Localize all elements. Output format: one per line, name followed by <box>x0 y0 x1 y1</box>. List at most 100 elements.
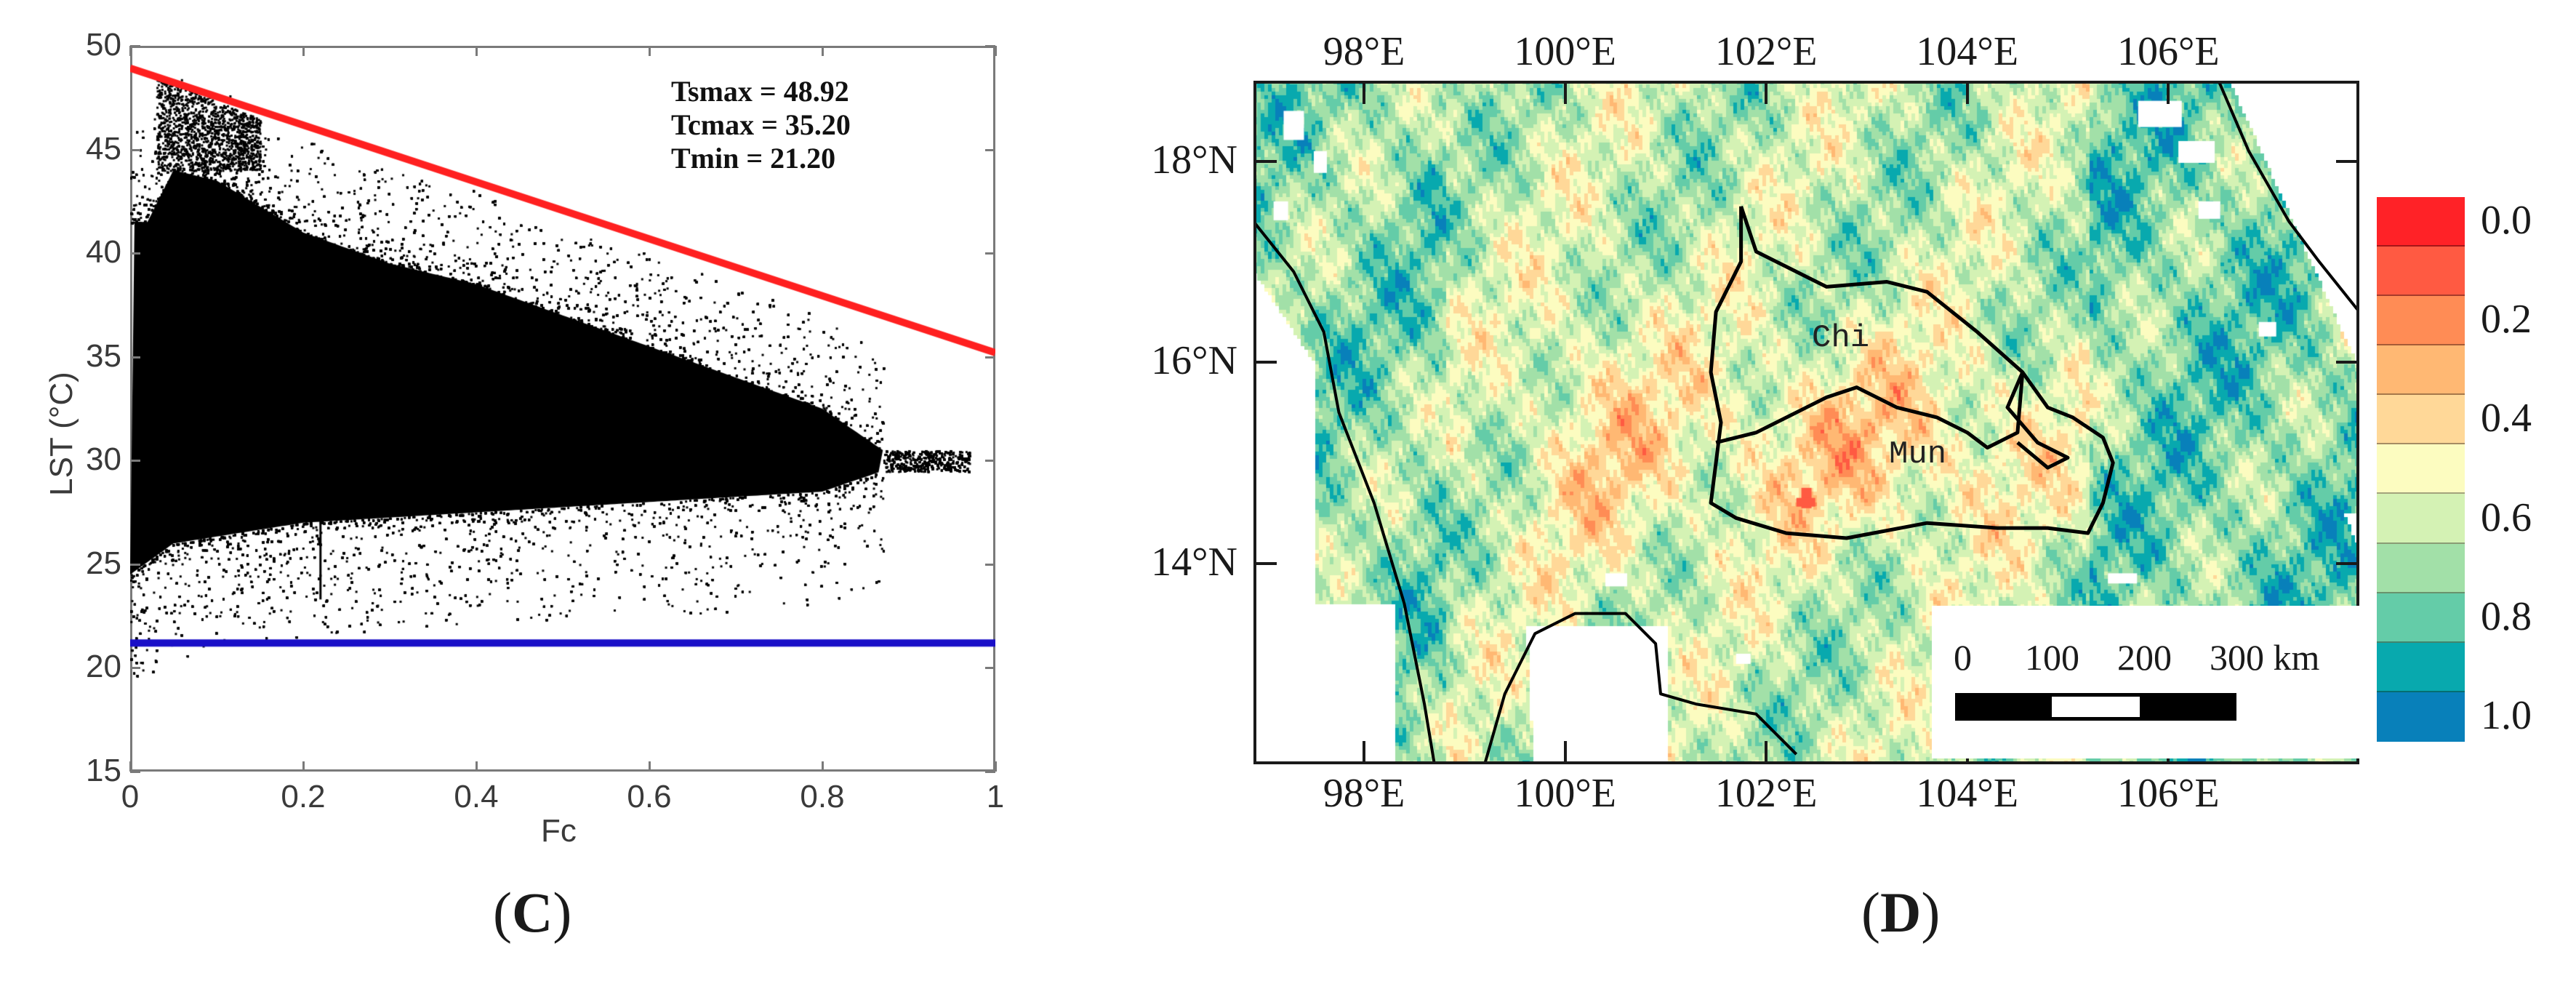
y-tick-label: 30 <box>86 441 121 478</box>
map-boundaries <box>1253 81 2359 764</box>
scale-bar <box>1955 693 2236 721</box>
latitude-tick-mark <box>1253 159 1277 163</box>
annotation-tcmax: Tcmax = 35.20 <box>671 108 851 141</box>
colorbar-tick-label: 0.6 <box>2481 494 2532 540</box>
boundary-line <box>2217 81 2359 313</box>
colorbar-segment <box>2377 197 2465 247</box>
colorbar <box>2377 197 2465 742</box>
y-tick-mark <box>130 148 140 151</box>
longitude-label: 106°E <box>2116 29 2220 74</box>
y-tick-mark <box>985 252 995 255</box>
boundary-line <box>1253 220 1436 764</box>
x-tick-mark <box>476 46 478 56</box>
basin-label-mun: Mun <box>1889 436 1947 473</box>
latitude-tick-mark <box>2336 361 2359 364</box>
longitude-label: 104°E <box>1916 771 2019 816</box>
x-tick-label: 0 <box>121 779 140 814</box>
x-tick-label: 1 <box>986 779 1005 814</box>
colorbar-segment <box>2377 642 2465 692</box>
colorbar-segment <box>2377 692 2465 742</box>
scale-bar-box: 0 100 200 300 km <box>1932 606 2361 758</box>
x-axis-label: Fc <box>541 813 577 849</box>
longitude-tick-mark <box>1363 741 1366 764</box>
colorbar-segment <box>2377 345 2465 396</box>
x-tick-label: 0.8 <box>800 779 845 814</box>
y-tick-mark <box>985 148 995 151</box>
y-tick-label: 50 <box>86 27 121 63</box>
y-tick-label: 25 <box>86 545 121 581</box>
x-tick-mark <box>822 761 824 772</box>
latitude-label: 14°N <box>1151 539 1237 585</box>
scale-label-0: 0 <box>1954 637 1972 678</box>
colorbar-tick-label: 0.2 <box>2481 297 2532 343</box>
scale-label-300km: 300 km <box>2210 637 2320 678</box>
colorbar-segment <box>2377 395 2465 445</box>
longitude-label: 98°E <box>1323 771 1405 816</box>
colorbar-segment <box>2377 296 2465 346</box>
latitude-tick-mark <box>1253 561 1277 565</box>
y-tick-mark <box>985 771 995 773</box>
longitude-label: 98°E <box>1323 29 1405 74</box>
boundary-line <box>1483 612 1798 764</box>
longitude-tick-mark <box>2167 81 2170 104</box>
latitude-tick-mark <box>1253 361 1277 364</box>
longitude-tick-mark <box>1563 741 1567 764</box>
latitude-tick-mark <box>2336 159 2359 163</box>
y-tick-label: 45 <box>86 130 121 167</box>
y-tick-mark <box>985 356 995 359</box>
y-tick-mark <box>130 252 140 255</box>
x-tick-mark <box>822 46 824 56</box>
annotation-tsmax: Tsmax = 48.92 <box>671 75 849 108</box>
latitude-label: 16°N <box>1151 338 1237 384</box>
colorbar-segment <box>2377 593 2465 643</box>
colorbar-tick-label: 0.8 <box>2481 593 2532 639</box>
x-tick-mark <box>302 761 305 772</box>
longitude-tick-mark <box>1965 81 1969 104</box>
y-tick-mark <box>985 563 995 566</box>
boundary-line <box>1715 372 2025 450</box>
y-tick-mark <box>130 460 140 463</box>
x-tick-mark <box>129 46 132 56</box>
x-tick-mark <box>129 761 132 772</box>
longitude-label: 100°E <box>1514 29 1616 74</box>
scale-label-100: 100 <box>2025 637 2079 678</box>
scale-bar-white-segment <box>2052 697 2140 717</box>
colorbar-segment <box>2377 494 2465 544</box>
scale-label-200: 200 <box>2117 637 2172 678</box>
x-tick-mark <box>302 46 305 56</box>
scatter-points <box>130 46 995 772</box>
annotation-tmin: Tmin = 21.20 <box>671 142 836 175</box>
y-tick-label: 15 <box>86 753 121 788</box>
x-tick-mark <box>476 761 478 772</box>
colorbar-segment <box>2377 444 2465 494</box>
latitude-label: 18°N <box>1151 137 1237 183</box>
x-tick-label: 0.2 <box>281 779 326 814</box>
panel-label-c: (C) <box>493 881 572 944</box>
longitude-tick-mark <box>1363 81 1366 104</box>
colorbar-segment <box>2377 543 2465 593</box>
x-tick-label: 0.4 <box>454 779 499 814</box>
x-tick-mark <box>649 46 651 56</box>
y-tick-mark <box>130 45 140 47</box>
boundary-line <box>1709 206 2115 540</box>
longitude-tick-mark <box>1765 741 1768 764</box>
y-tick-mark <box>130 667 140 670</box>
y-tick-mark <box>130 563 140 566</box>
longitude-label: 106°E <box>2116 771 2220 816</box>
y-tick-mark <box>130 356 140 359</box>
colorbar-tick-label: 0.4 <box>2481 396 2532 441</box>
y-tick-label: 40 <box>86 234 121 271</box>
y-tick-mark <box>130 771 140 773</box>
y-tick-mark <box>985 45 995 47</box>
longitude-tick-mark <box>1563 81 1567 104</box>
y-tick-label: 35 <box>86 337 121 374</box>
panel-label-d: (D) <box>1861 881 1941 944</box>
longitude-label: 100°E <box>1514 771 1616 816</box>
x-tick-mark <box>995 46 997 56</box>
colorbar-segment <box>2377 247 2465 297</box>
colorbar-tick-label: 1.0 <box>2481 692 2532 738</box>
x-tick-mark <box>649 761 651 772</box>
y-axis-label: LST (°C) <box>44 372 79 496</box>
y-tick-mark <box>985 460 995 463</box>
y-tick-mark <box>985 667 995 670</box>
